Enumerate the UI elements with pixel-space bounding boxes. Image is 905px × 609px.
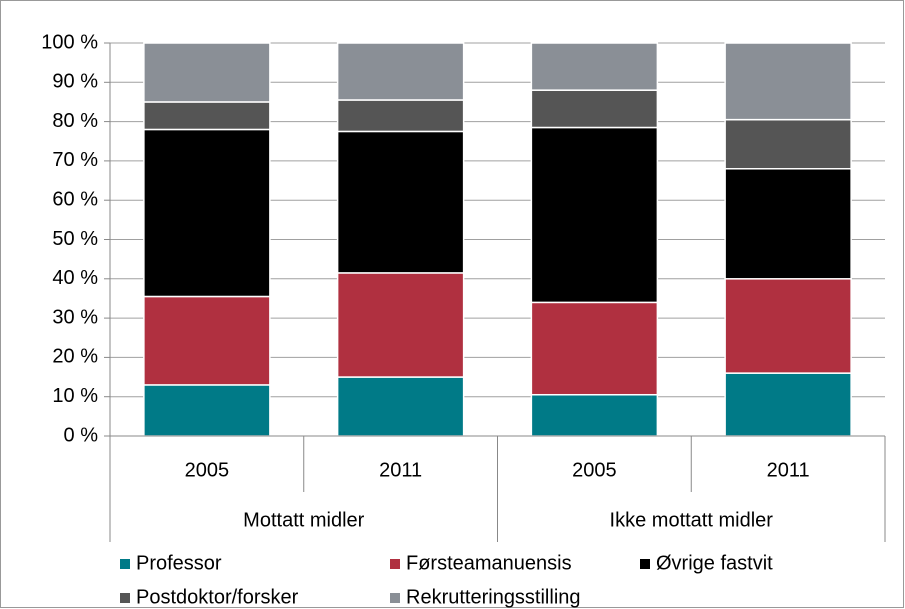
x-tick-label: 2005 <box>572 459 617 481</box>
x-tick-label: 2011 <box>767 459 810 481</box>
bar-segment <box>143 384 271 437</box>
bar-segment <box>724 168 852 280</box>
y-tick-label: 50 % <box>52 228 98 250</box>
y-tick-label: 30 % <box>52 306 98 328</box>
bar-segment <box>530 393 659 437</box>
y-tick-label: 10 % <box>52 385 98 407</box>
bar-segment <box>724 278 852 374</box>
y-tick-label: 40 % <box>52 267 98 289</box>
x-tick-label: 2005 <box>185 459 230 481</box>
legend-swatch <box>390 593 400 603</box>
y-tick-label: 0 % <box>64 424 99 446</box>
bar-segment <box>336 376 465 437</box>
bar-segment <box>530 126 659 304</box>
legend-swatch <box>640 559 650 569</box>
legend-label: Førsteamanuensis <box>406 552 572 574</box>
legend-label: Postdoktor/forsker <box>136 586 299 608</box>
bar-segment <box>530 89 659 129</box>
legend-label: Professor <box>136 552 222 574</box>
y-tick-label: 70 % <box>52 149 98 171</box>
group-label: Ikke mottatt midler <box>610 509 774 531</box>
bar-segment <box>336 272 465 378</box>
legend-label: Øvrige fastvit <box>656 552 773 574</box>
bar-segment <box>724 118 852 170</box>
legend-swatch <box>120 593 130 603</box>
bar-segment <box>336 130 465 274</box>
legend-label: Rekrutteringsstilling <box>406 586 581 608</box>
bar-segment <box>143 42 271 103</box>
legend-swatch <box>120 559 130 569</box>
bar-segment <box>530 42 659 91</box>
bar-segment <box>530 301 659 396</box>
x-tick-label: 2011 <box>379 459 422 481</box>
group-label: Mottatt midler <box>243 509 364 531</box>
bar-segment <box>724 42 852 121</box>
y-tick-label: 60 % <box>52 188 98 210</box>
bar-segment <box>143 128 271 298</box>
y-tick-label: 80 % <box>52 110 98 132</box>
bar-segment <box>336 99 465 133</box>
bar-segment <box>336 42 465 101</box>
bar-segment <box>724 372 852 437</box>
bar-segment <box>143 101 271 131</box>
y-tick-label: 90 % <box>52 71 98 93</box>
y-tick-label: 100 % <box>41 31 98 53</box>
y-tick-label: 20 % <box>52 346 98 368</box>
bar-segment <box>143 295 271 386</box>
legend-swatch <box>390 559 400 569</box>
